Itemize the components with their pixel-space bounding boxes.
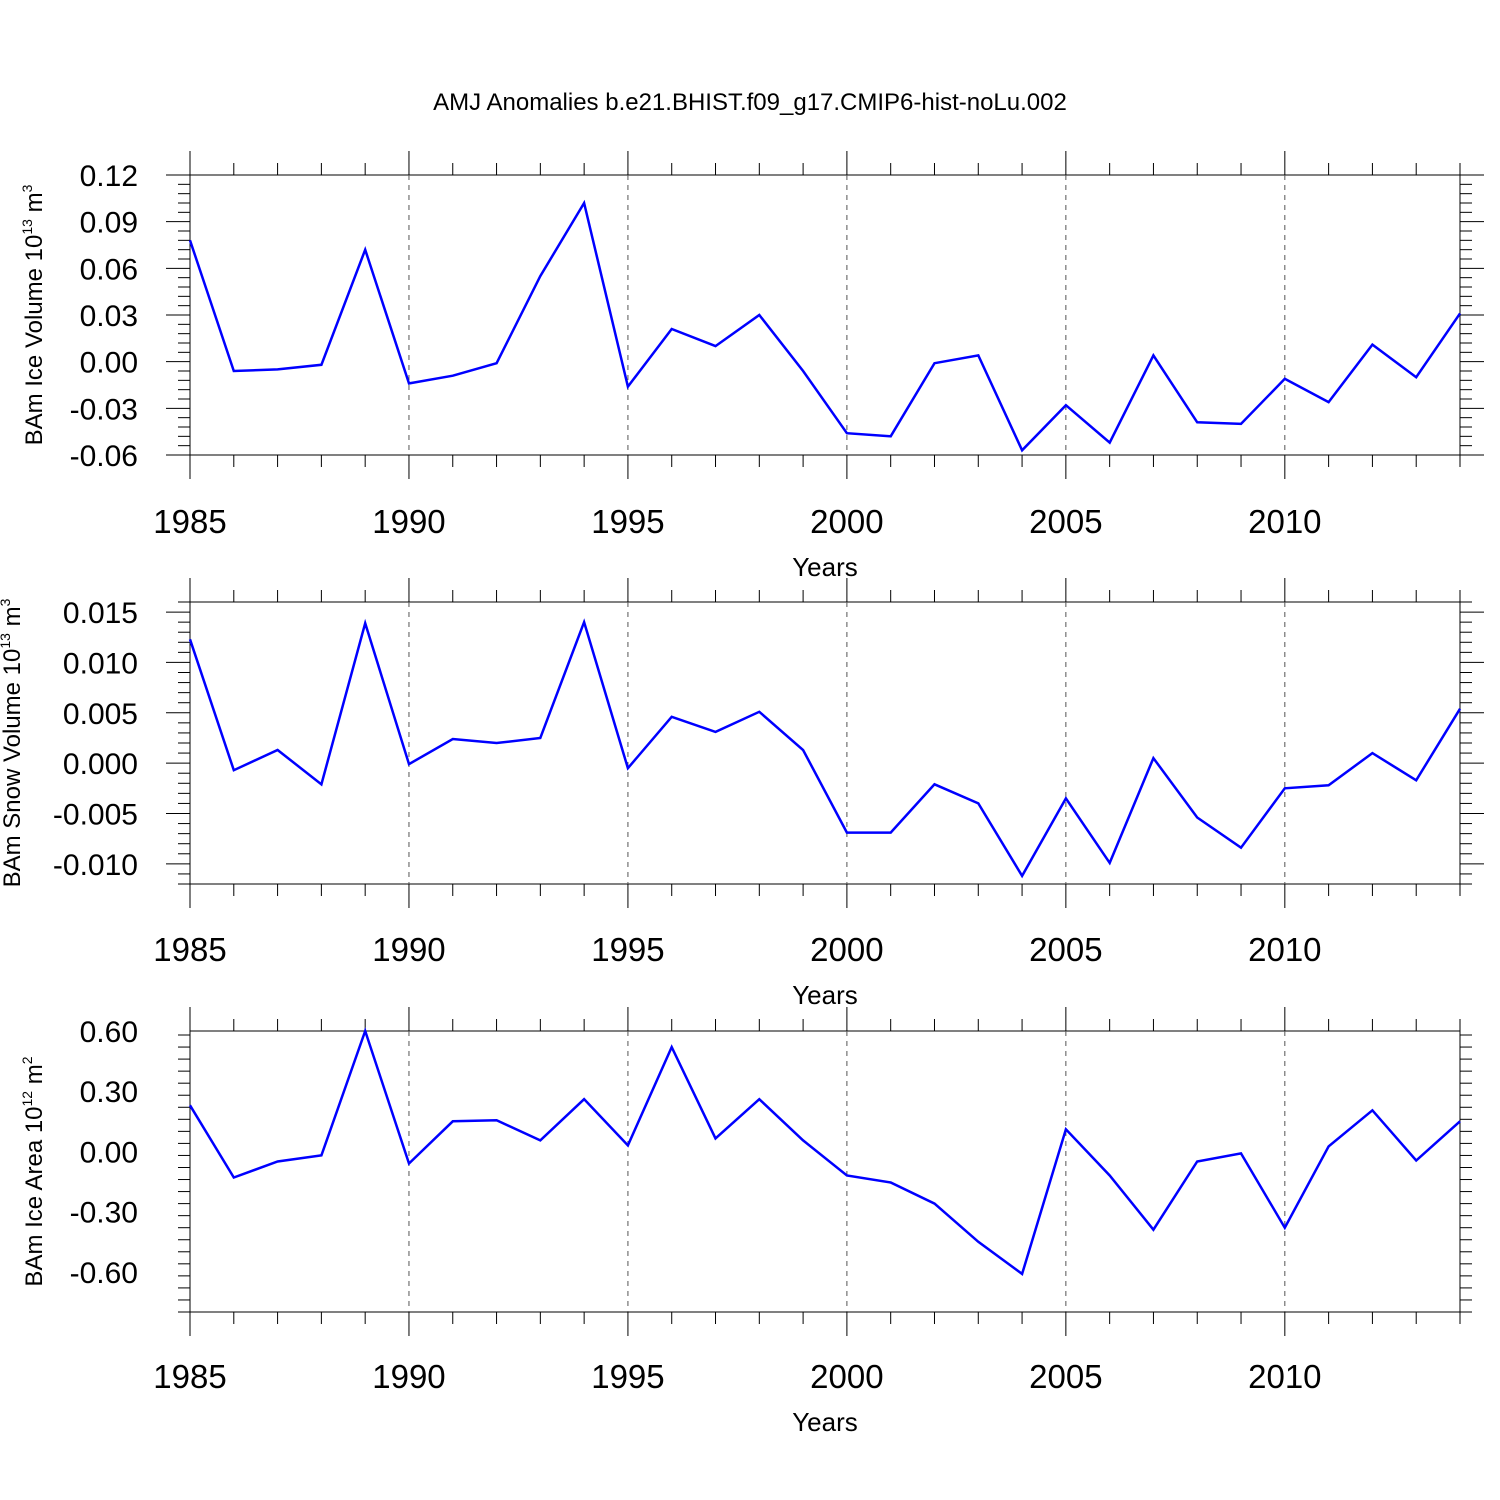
x-tick-label: 1995 (591, 1358, 664, 1395)
y-tick-label: -0.005 (53, 799, 138, 832)
series-line (188, 618, 1462, 879)
y-tick-label: 0.06 (80, 253, 138, 286)
y-axis-label-exponent: 12 (19, 1091, 35, 1107)
y-axis-label-unit: m (21, 192, 48, 219)
y-tick-label: -0.60 (70, 1257, 138, 1290)
y-tick-label: -0.03 (70, 393, 138, 426)
y-axis-label-text: BAm Snow Volume 10 (0, 649, 26, 888)
y-tick-label: 0.000 (63, 748, 138, 781)
y-tick-label: -0.06 (70, 440, 138, 473)
x-tick-label: 1995 (591, 931, 664, 968)
y-axis-label-text: BAm Ice Area 10 (21, 1106, 48, 1286)
x-tick-label: 2000 (810, 1358, 883, 1395)
series-line (188, 1027, 1461, 1276)
series-line (188, 199, 1462, 453)
y-axis-label-text: BAm Ice Volume 10 (21, 235, 48, 446)
y-tick-label: 0.005 (63, 698, 138, 731)
y-tick-label: 0.03 (80, 300, 138, 333)
plot-frame (189, 1030, 1461, 1313)
x-axis-label: Years (792, 552, 858, 582)
x-tick-label: 2000 (810, 503, 883, 540)
y-tick-label: 0.015 (63, 597, 138, 630)
figure-title: AMJ Anomalies b.e21.BHIST.f09_g17.CMIP6-… (433, 89, 1067, 116)
panel-2: 1985 1990 1995 2000 2005 2010 Years 0.015 0.010 0… (0, 578, 1484, 1010)
y-tick-label: 0.12 (80, 160, 138, 193)
x-axis-label: Years (792, 1407, 858, 1437)
y-axis-label-unit: m (21, 1064, 48, 1091)
x-tick-label: 2010 (1248, 931, 1321, 968)
x-tick-label: 1990 (372, 931, 445, 968)
panels: 1985 1990 1995 2000 2005 2010 Years 0.12 0.09 0.0… (0, 151, 1484, 1437)
y-axis-label-unit-exponent: 3 (0, 598, 13, 606)
y-tick-label: 0.09 (80, 207, 138, 240)
y-tick-label: -0.30 (70, 1197, 138, 1230)
y-tick-label: 0.60 (80, 1016, 138, 1049)
panel-1: 1985 1990 1995 2000 2005 2010 Years 0.12 0.09 0.0… (19, 151, 1484, 582)
x-tick-label: 2010 (1248, 503, 1321, 540)
y-axis-label-unit: m (0, 606, 26, 633)
y-tick-label: 0.00 (80, 1136, 138, 1169)
y-axis-label-unit-exponent: 2 (19, 1056, 35, 1064)
y-axis-label-exponent: 13 (19, 219, 35, 235)
x-axis-label: Years (792, 980, 858, 1010)
x-tick-label: 1995 (591, 503, 664, 540)
y-tick-label: 0.010 (63, 647, 138, 680)
x-tick-label: 1985 (153, 1358, 226, 1395)
x-tick-label: 2010 (1248, 1358, 1321, 1395)
x-tick-label: 1990 (372, 503, 445, 540)
panel-3: 1985 1990 1995 2000 2005 2010 Years 0.60 0.30 0.0… (19, 1007, 1472, 1437)
x-tick-label: 1990 (372, 1358, 445, 1395)
x-tick-label: 2005 (1029, 503, 1102, 540)
x-tick-label: 1985 (153, 931, 226, 968)
x-tick-label: 2000 (810, 931, 883, 968)
y-axis-label-unit-exponent: 3 (19, 184, 35, 192)
y-tick-label: 0.30 (80, 1076, 138, 1109)
y-tick-label: 0.00 (80, 347, 138, 380)
y-axis-label: BAm Ice Area 1012 m2 (19, 1056, 48, 1286)
x-tick-label: 1985 (153, 503, 226, 540)
y-axis-label: BAm Snow Volume 1013 m3 (0, 598, 26, 887)
y-axis-label-exponent: 13 (0, 633, 13, 649)
y-tick-label: -0.010 (53, 849, 138, 882)
x-tick-label: 2005 (1029, 1358, 1102, 1395)
y-axis-label: BAm Ice Volume 1013 m3 (19, 184, 48, 445)
x-tick-label: 2005 (1029, 931, 1102, 968)
